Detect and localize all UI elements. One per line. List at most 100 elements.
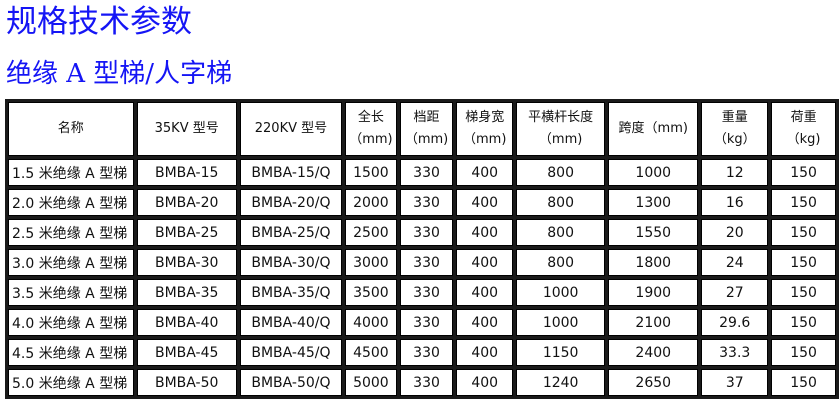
table-cell: 1800 (608, 249, 699, 276)
table-cell: 3500 (345, 279, 397, 306)
table-cell: 1150 (516, 339, 606, 366)
table-cell: BMBA-15/Q (239, 159, 343, 186)
table-cell: 2000 (345, 189, 397, 216)
table-cell: 29.6 (701, 309, 769, 336)
table-cell: 800 (516, 219, 606, 246)
header-cell: 220KV 型号 (239, 102, 343, 156)
table-cell: BMBA-20 (136, 189, 237, 216)
header-text: 梯身宽 (465, 110, 505, 125)
table-cell: 2.5 米绝缘 A 型梯 (8, 219, 134, 246)
header-text: 全长 (357, 110, 384, 125)
table-cell: 330 (399, 339, 454, 366)
header-cell: 名称 (8, 102, 134, 156)
table-cell: 4500 (345, 339, 397, 366)
table-cell: 330 (399, 279, 454, 306)
table-cell: 4.5 米绝缘 A 型梯 (8, 339, 134, 366)
table-cell: 150 (771, 249, 836, 276)
table-cell: 800 (516, 249, 606, 276)
table-cell: 330 (399, 159, 454, 186)
table-row: 5.0 米绝缘 A 型梯 BMBA-50 BMBA-50/Q 5000 330 400 12… (8, 369, 836, 396)
table-row: 4.0 米绝缘 A 型梯 BMBA-40 BMBA-40/Q 4000 330 400 10… (8, 309, 836, 336)
table-cell: 1.5 米绝缘 A 型梯 (8, 159, 134, 186)
table-cell: BMBA-45/Q (239, 339, 343, 366)
header-cell: 梯身宽 （mm) (456, 102, 514, 156)
table-cell: 1000 (516, 309, 606, 336)
table-cell: 2100 (608, 309, 699, 336)
table-cell: 400 (456, 369, 514, 396)
header-cell: 重量 （kg） (701, 102, 769, 156)
page-subtitle: 绝缘 A 型梯/人字梯 (6, 59, 233, 89)
table-cell: BMBA-30 (136, 249, 237, 276)
table-cell: 27 (701, 279, 769, 306)
header-text: 荷重 (790, 110, 817, 125)
table-cell: 16 (701, 189, 769, 216)
table-cell: 2.0 米绝缘 A 型梯 (8, 189, 134, 216)
table-cell: BMBA-35/Q (239, 279, 343, 306)
header-cell: 档距 （mm) (399, 102, 454, 156)
table-cell: 1240 (516, 369, 606, 396)
table-cell: 1500 (345, 159, 397, 186)
table-cell: 3.5 米绝缘 A 型梯 (8, 279, 134, 306)
table-cell: BMBA-15 (136, 159, 237, 186)
table-cell: BMBA-20/Q (239, 189, 343, 216)
table-row: 2.0 米绝缘 A 型梯 BMBA-20 BMBA-20/Q 2000 330 400 80… (8, 189, 836, 216)
table-cell: 400 (456, 249, 514, 276)
table-cell: 2650 (608, 369, 699, 396)
header-text: （mm) (463, 132, 507, 147)
table-cell: 24 (701, 249, 769, 276)
header-text: 35KV 型号 (154, 121, 219, 136)
header-text: 220KV 型号 (254, 121, 328, 136)
table-cell: 1900 (608, 279, 699, 306)
header-cell: 全长 （mm) (345, 102, 397, 156)
table-cell: 3000 (345, 249, 397, 276)
table-row: 3.0 米绝缘 A 型梯 BMBA-30 BMBA-30/Q 3000 330 400 80… (8, 249, 836, 276)
header-cell: 平横杆长度 （mm) (516, 102, 606, 156)
table-row: 1.5 米绝缘 A 型梯 BMBA-15 BMBA-15/Q 1500 330 400 80… (8, 159, 836, 186)
table-cell: BMBA-25/Q (239, 219, 343, 246)
table-row: 3.5 米绝缘 A 型梯 BMBA-35 BMBA-35/Q 3500 330 400 10… (8, 279, 836, 306)
table-cell: 400 (456, 309, 514, 336)
header-text: 档距 (413, 110, 440, 125)
table-cell: 150 (771, 279, 836, 306)
header-text: 名称 (57, 121, 84, 136)
table-cell: 330 (399, 219, 454, 246)
table-cell: 1550 (608, 219, 699, 246)
header-text: （kg) (786, 132, 821, 147)
table-cell: BMBA-40/Q (239, 309, 343, 336)
table-cell: 12 (701, 159, 769, 186)
table-cell: 330 (399, 189, 454, 216)
table-cell: BMBA-50/Q (239, 369, 343, 396)
table-cell: 150 (771, 309, 836, 336)
header-row: 名称 35KV 型号 220KV 型号 全长 （mm) 档距 （mm) 梯身宽 （mm) 平横杆长… (8, 102, 836, 156)
table-cell: BMBA-35 (136, 279, 237, 306)
table-cell: 400 (456, 189, 514, 216)
header-text: 重量 (721, 110, 748, 125)
table-cell: 37 (701, 369, 769, 396)
table-cell: BMBA-25 (136, 219, 237, 246)
spec-table: 名称 35KV 型号 220KV 型号 全长 （mm) 档距 （mm) 梯身宽 （mm) 平横杆长… (5, 99, 839, 399)
table-cell: 150 (771, 219, 836, 246)
header-cell: 跨度（mm) (608, 102, 699, 156)
table-cell: 1000 (516, 279, 606, 306)
header-text: 平横杆长度 (528, 110, 594, 125)
table-cell: 4.0 米绝缘 A 型梯 (8, 309, 134, 336)
table-cell: BMBA-50 (136, 369, 237, 396)
table-cell: 5.0 米绝缘 A 型梯 (8, 369, 134, 396)
table-cell: 400 (456, 219, 514, 246)
table-cell: 800 (516, 159, 606, 186)
table-cell: 400 (456, 339, 514, 366)
table-cell: BMBA-30/Q (239, 249, 343, 276)
table-cell: 150 (771, 339, 836, 366)
page-title: 规格技术参数 (6, 4, 192, 40)
header-text: （mm) (349, 132, 393, 147)
table-cell: 4000 (345, 309, 397, 336)
table-row: 4.5 米绝缘 A 型梯 BMBA-45 BMBA-45/Q 4500 330 400 11… (8, 339, 836, 366)
table-cell: 400 (456, 159, 514, 186)
table-cell: 330 (399, 369, 454, 396)
header-text: （kg） (713, 132, 756, 147)
table-cell: BMBA-45 (136, 339, 237, 366)
table-cell: 1000 (608, 159, 699, 186)
table-cell: 33.3 (701, 339, 769, 366)
table-cell: 150 (771, 369, 836, 396)
table-cell: 150 (771, 189, 836, 216)
